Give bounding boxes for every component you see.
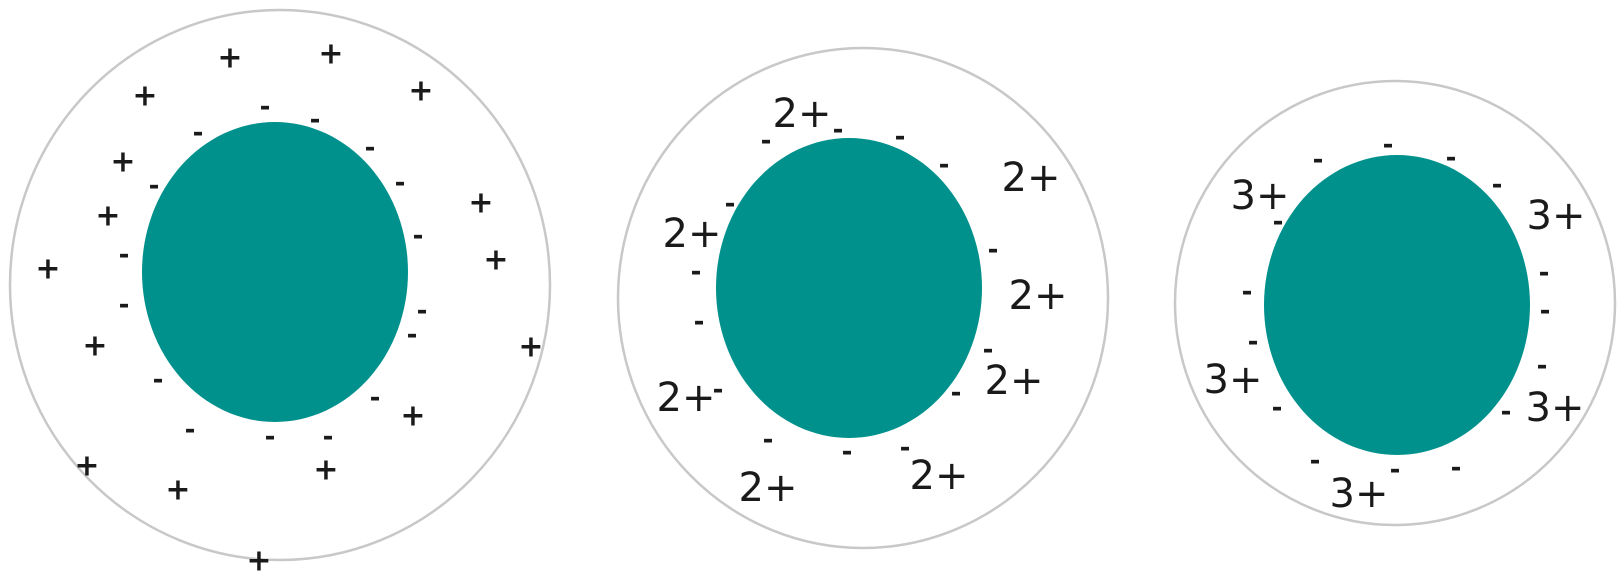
counter-ion: 2+: [739, 465, 798, 511]
surface-charge: -: [193, 118, 204, 148]
particle-core: [1264, 155, 1530, 455]
surface-charge: -: [1537, 351, 1548, 381]
surface-charge: -: [763, 425, 774, 455]
diffuse-layer-boundary: [1173, 79, 1617, 527]
counter-ion: +: [483, 243, 508, 278]
counter-ion: +: [132, 79, 157, 114]
surface-charge: -: [1248, 327, 1259, 357]
counter-ion: +: [313, 453, 338, 488]
counter-ion: 3+: [1330, 471, 1389, 517]
counter-ion: 3+: [1527, 193, 1586, 239]
surface-charge: -: [119, 240, 130, 270]
surface-charge: -: [1390, 455, 1401, 485]
surface-charge: -: [153, 365, 164, 395]
surface-charge: -: [1451, 453, 1462, 483]
counter-ion: 2+: [657, 375, 716, 421]
surface-charge: -: [119, 290, 130, 320]
surface-charge: -: [725, 189, 736, 219]
surface-charge: -: [1501, 397, 1512, 427]
surface-charge: -: [713, 375, 724, 405]
counter-ion: +: [74, 449, 99, 484]
counter-ion: +: [110, 145, 135, 180]
surface-charge: -: [413, 221, 424, 251]
surface-charge: -: [370, 383, 381, 413]
surface-charge: -: [1446, 143, 1457, 173]
surface-charge: -: [417, 296, 428, 326]
surface-charge: -: [833, 115, 844, 145]
counter-ion: +: [35, 252, 60, 287]
counter-ion: 2+: [1002, 155, 1061, 201]
surface-charge: -: [842, 437, 853, 467]
surface-charge: -: [951, 378, 962, 408]
counter-ion: 3+: [1526, 385, 1585, 431]
counter-ion: +: [318, 37, 343, 72]
surface-charge: -: [149, 171, 160, 201]
counter-ion: 2+: [910, 453, 969, 499]
counter-ion: +: [408, 74, 433, 109]
counter-ion: +: [518, 330, 543, 365]
surface-charge: -: [310, 105, 321, 135]
counter-ion: +: [400, 399, 425, 434]
surface-charge: -: [1273, 207, 1284, 237]
surface-charge: -: [1310, 446, 1321, 476]
counter-ion: +: [82, 329, 107, 364]
surface-charge: -: [323, 422, 334, 452]
particle-core: [142, 122, 408, 422]
surface-charge: -: [691, 257, 702, 287]
surface-charge: -: [1272, 393, 1283, 423]
surface-charge: -: [895, 122, 906, 152]
surface-charge: -: [395, 168, 406, 198]
counter-ion: +: [95, 199, 120, 234]
surface-charge: -: [983, 335, 994, 365]
counter-ion: 3+: [1231, 173, 1290, 219]
counter-ion: +: [165, 473, 190, 508]
counter-ion: 2+: [985, 358, 1044, 404]
surface-charge: -: [761, 126, 772, 156]
surface-charge: -: [1242, 277, 1253, 307]
trivalent-particle: - - - - - - - - - - - - - - - 3+ 3+ 3+ 3…: [1173, 79, 1617, 527]
surface-charge: -: [407, 320, 418, 350]
counter-ion: 2+: [663, 211, 722, 257]
surface-charge: -: [1383, 130, 1394, 160]
counter-ion: 3+: [1204, 357, 1263, 403]
surface-charge: -: [1539, 258, 1550, 288]
monovalent-particle: - - - - - - - - - - - - - - - - + + + + …: [8, 8, 552, 579]
surface-charge: -: [1492, 170, 1503, 200]
diffuse-layer-boundary: [616, 46, 1110, 550]
counter-ion: 2+: [773, 91, 832, 137]
surface-charge: -: [900, 433, 911, 463]
counter-ion: +: [468, 186, 493, 221]
surface-charge: -: [260, 92, 271, 122]
diffuse-layer-boundary: [8, 8, 552, 562]
surface-charge: -: [185, 415, 196, 445]
surface-charge: -: [694, 307, 705, 337]
particle-core: [716, 138, 982, 438]
surface-charge: -: [1313, 145, 1324, 175]
counter-ion: 2+: [1009, 273, 1068, 319]
counter-ion: +: [246, 544, 271, 579]
surface-charge: -: [939, 150, 950, 180]
surface-charge: -: [1540, 296, 1551, 326]
surface-charge: -: [265, 422, 276, 452]
surface-charge: -: [365, 133, 376, 163]
divalent-particle: - - - - - - - - - - - - - - 2+ 2+ 2+ 2+ …: [616, 46, 1110, 550]
surface-charge: -: [988, 235, 999, 265]
counter-ion: +: [217, 41, 242, 76]
